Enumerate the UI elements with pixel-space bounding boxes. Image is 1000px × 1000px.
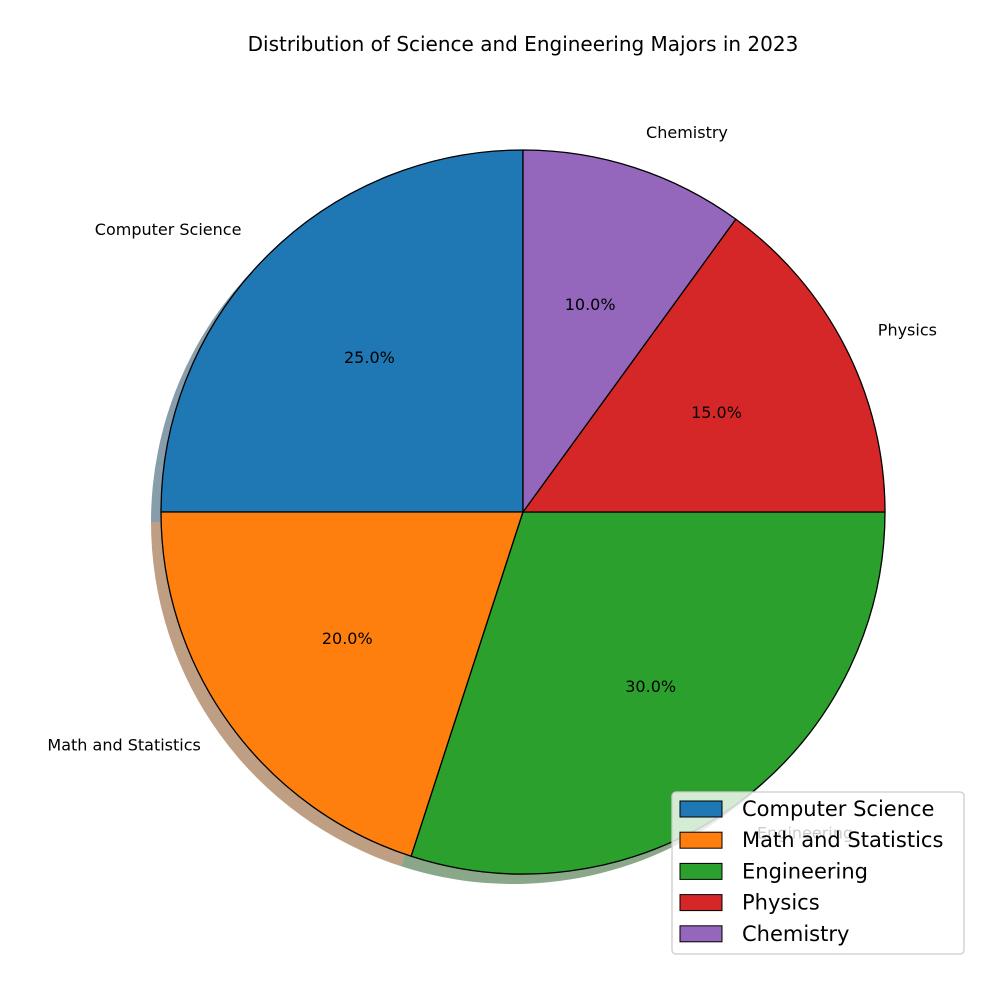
slice-label-computer-science: Computer Science xyxy=(95,220,242,239)
slice-label-physics: Physics xyxy=(878,321,937,340)
slice-math-and-statistics xyxy=(160,511,524,857)
legend-label-physics: Physics xyxy=(742,891,820,915)
pct-label-chemistry: 10.0% xyxy=(565,295,616,314)
pct-label-math-and-statistics: 20.0% xyxy=(322,629,373,648)
slice-computer-science xyxy=(160,149,524,513)
pie-slices xyxy=(160,149,886,875)
legend-swatch-chemistry xyxy=(679,925,723,943)
pct-label-computer-science: 25.0% xyxy=(344,348,395,367)
slice-label-chemistry: Chemistry xyxy=(646,123,728,142)
legend: Computer Science Math and Statistics Engin… xyxy=(671,791,965,955)
pct-label-engineering: 30.0% xyxy=(625,677,676,696)
legend-box xyxy=(671,791,965,955)
legend-label-chemistry: Chemistry xyxy=(742,922,849,946)
legend-swatch-physics xyxy=(679,894,723,912)
slice-chemistry xyxy=(522,149,737,513)
pct-label-physics: 15.0% xyxy=(691,403,742,422)
slice-label-math-and-statistics: Math and Statistics xyxy=(47,736,200,755)
legend-label-computer-science: Computer Science xyxy=(742,797,934,821)
legend-swatch-math-and-statistics xyxy=(679,831,723,849)
legend-swatch-engineering xyxy=(679,862,723,880)
slice-physics xyxy=(522,218,886,513)
chart-title: Distribution of Science and Engineering … xyxy=(248,32,799,56)
legend-swatch-computer-science xyxy=(679,800,723,818)
legend-label-engineering: Engineering xyxy=(742,859,868,883)
legend-label-math-and-statistics: Math and Statistics xyxy=(742,828,943,852)
